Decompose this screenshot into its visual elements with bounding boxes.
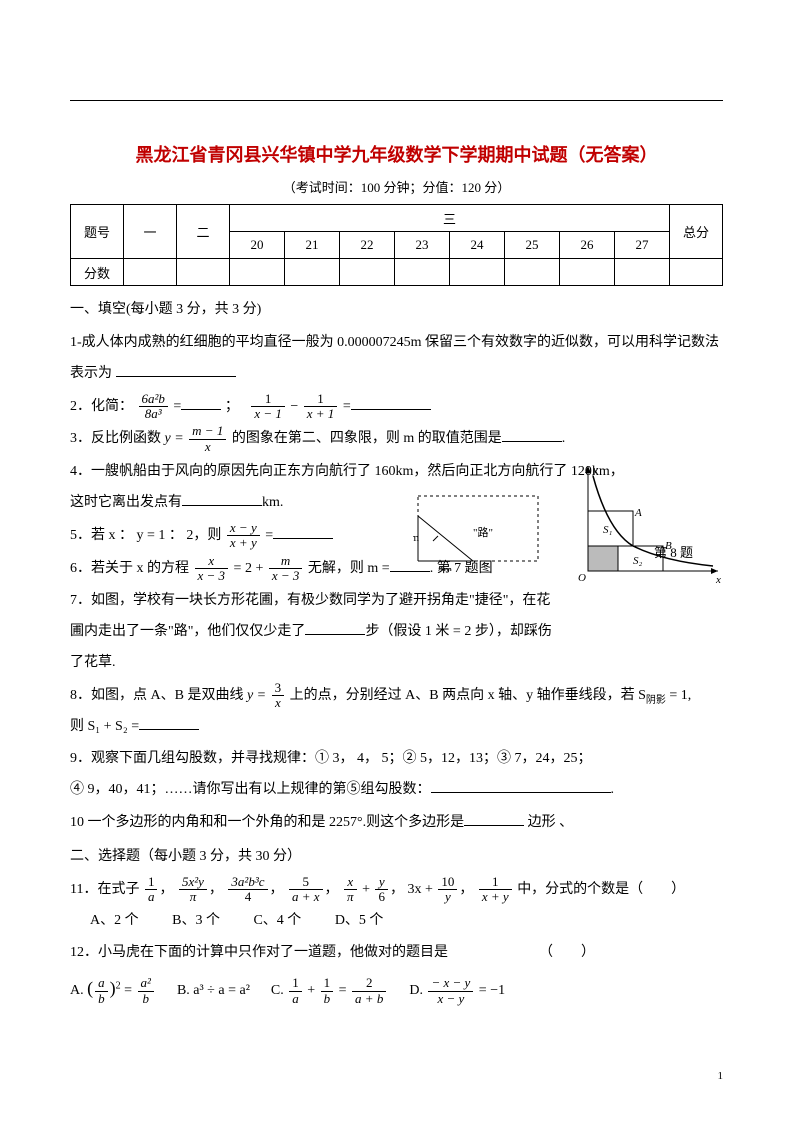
svg-text:3m: 3m	[413, 532, 420, 544]
q11-opt-c: C、4 个	[253, 906, 301, 937]
q2-pre: 2．化简：	[70, 399, 133, 414]
subtitle: （考试时间：100 分钟；分值：120 分）	[70, 177, 723, 196]
q1: 1-成人体内成熟的红细胞的平均直径一般为 0.000007245m 保留三个有效…	[70, 328, 723, 390]
score-table: 题号 一 二 三 总分 20 21 22 23 24 25 26 27 分数	[70, 204, 723, 286]
q11-opt-b: B、3 个	[172, 906, 220, 937]
th-2: 二	[177, 205, 230, 259]
sub-27: 27	[615, 232, 670, 259]
q6: 6．若关于 x 的方程 xx − 3 = 2 + mx − 3 无解，则 m =…	[70, 554, 723, 585]
q12: 12．小马虎在下面的计算中只作对了一道题，他做对的题目是 （ ） A. (ab)…	[70, 938, 723, 1008]
q10: 10 一个多边形的内角和和一个外角的和是 2257°.则这个多边形是 边形 、	[70, 808, 723, 839]
th-3: 三	[230, 205, 670, 232]
section1-header: 一、填空(每小题 3 分，共 3 分)	[70, 296, 723, 324]
q8: 8．如图，点 A、B 是双曲线 y = 3x 上的点，分别经过 A、B 两点向 …	[70, 681, 723, 743]
sub-23: 23	[395, 232, 450, 259]
th-1: 一	[124, 205, 177, 259]
q7: 7．如图，学校有一块长方形花圃，有极少数同学为了避开拐角走"捷径"，在花圃内走出…	[70, 586, 723, 678]
row-score: 分数	[71, 259, 124, 286]
page-title: 黑龙江省青冈县兴华镇中学九年级数学下学期期中试题（无答案）	[70, 141, 723, 167]
sub-20: 20	[230, 232, 285, 259]
q5: 5．若 x ： y = 1 ： 2，则 x − yx + y = 3m 4m "…	[70, 521, 723, 552]
sub-24: 24	[450, 232, 505, 259]
svg-text:S₁: S₁	[603, 524, 613, 536]
sub-22: 22	[340, 232, 395, 259]
th-total: 总分	[670, 205, 723, 259]
q2: 2．化简： 6a²b8a³ = ； 1x − 1 − 1x + 1 =	[70, 392, 723, 423]
page-number: 1	[718, 1070, 724, 1082]
sub-26: 26	[560, 232, 615, 259]
sub-21: 21	[285, 232, 340, 259]
svg-text:A: A	[634, 507, 642, 519]
svg-text:"路": "路"	[473, 526, 493, 539]
q3: 3．反比例函数 y = m − 1x 的图象在第二、四象限，则 m 的取值范围是…	[70, 424, 723, 455]
th-num: 题号	[71, 205, 124, 259]
q11: 11．在式子 1a， 5x²yπ， 3a²b³c4， 5a + x， xπ + …	[70, 875, 723, 937]
q1-blank	[116, 362, 236, 377]
sub-25: 25	[505, 232, 560, 259]
section2-header: 二、选择题（每小题 3 分，共 30 分）	[70, 843, 723, 871]
top-rule	[70, 100, 723, 101]
q9: 9．观察下面几组勾股数，并寻找规律：① 3， 4， 5；② 5，12，13；③ …	[70, 744, 723, 806]
svg-text:y: y	[592, 464, 598, 476]
q11-opt-a: A、2 个	[90, 906, 139, 937]
q11-opt-d: D、5 个	[335, 906, 384, 937]
